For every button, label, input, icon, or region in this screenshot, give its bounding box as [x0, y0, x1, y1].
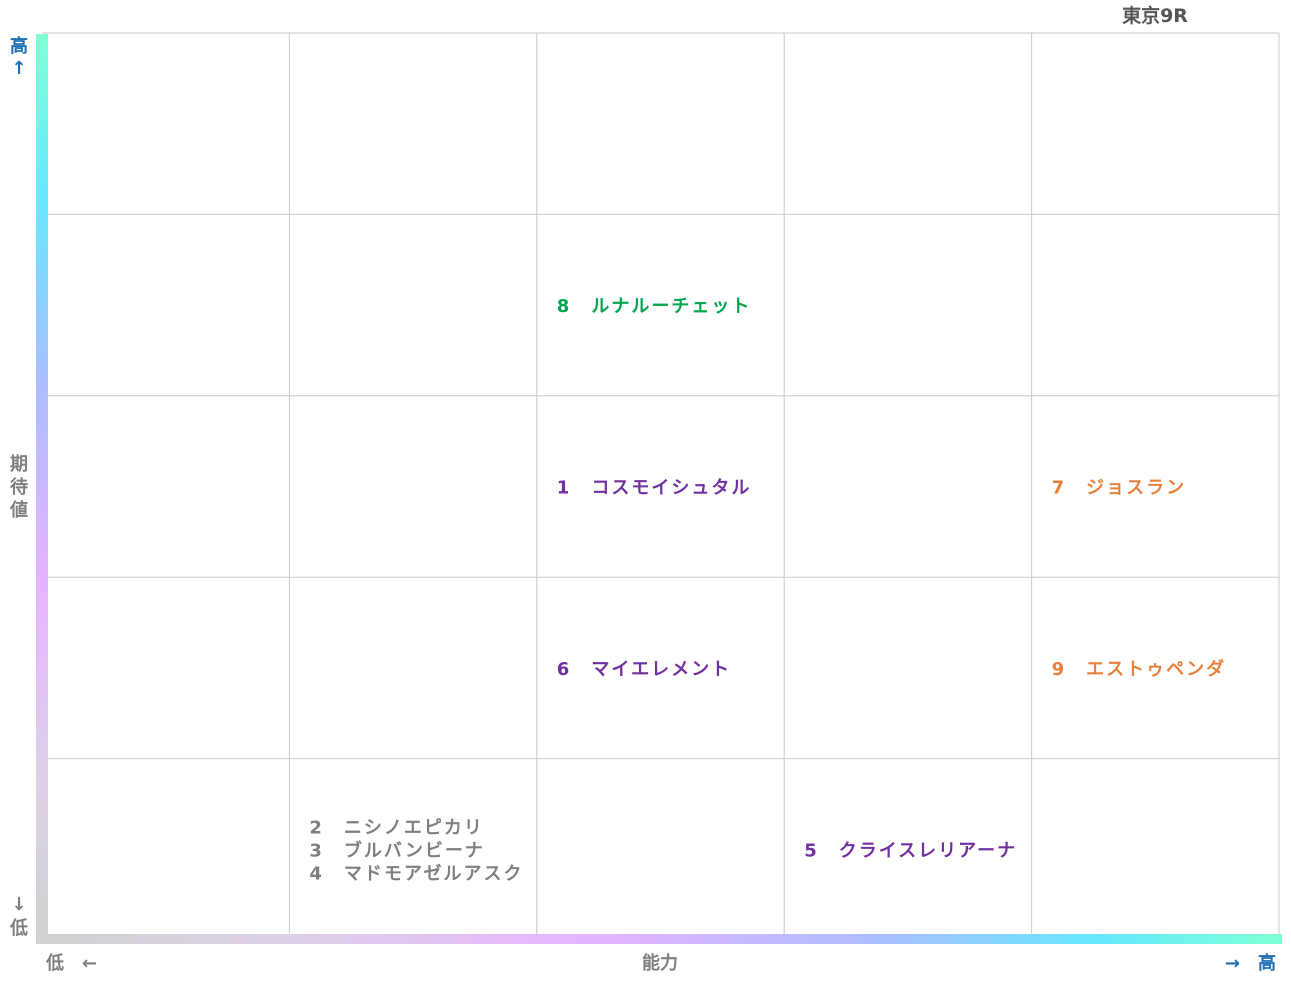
- data-point-name: マイエレメント: [591, 659, 731, 680]
- data-point-number: 6: [557, 659, 572, 680]
- data-point-number: 3: [309, 840, 324, 861]
- data-point-number: 5: [804, 840, 819, 861]
- y-axis-high-char: 高: [10, 35, 28, 57]
- data-point-label: 8 ルナルーチェット: [557, 296, 752, 317]
- data-point-name: ジョスラン: [1086, 478, 1186, 499]
- data-point-name: コスモイシュタル: [591, 478, 751, 499]
- y-axis-label-char-3: 値: [9, 499, 28, 521]
- data-point-number: 8: [557, 296, 572, 317]
- data-point-name: エストゥペンダ: [1086, 658, 1226, 680]
- data-point-label: 9 エストゥペンダ: [1052, 658, 1227, 680]
- data-point-name: ニシノエピカリ: [344, 817, 484, 838]
- data-point-name: ルナルーチェット: [591, 296, 751, 317]
- data-points: 8 ルナルーチェット 1 コスモイシュタル 7 ジョスラン 6 マイエレメント 9 エストゥペンダ…: [309, 296, 1227, 884]
- data-point-number: 9: [1052, 659, 1067, 680]
- y-axis-high-arrow: ↑: [11, 58, 26, 79]
- data-point-name: クライスレリアーナ: [839, 840, 1017, 861]
- data-point-label: 2 ニシノエピカリ: [309, 817, 484, 838]
- x-axis-label: 能力: [642, 952, 678, 974]
- x-axis-bar: [36, 934, 1282, 944]
- x-axis-high-label: → 高: [1225, 952, 1276, 974]
- y-axis-bar: [36, 34, 48, 942]
- data-point-label: 7 ジョスラン: [1052, 478, 1187, 499]
- y-axis-low-char: 低: [9, 917, 28, 939]
- chart-title: 東京9R: [1122, 4, 1188, 27]
- y-axis-low-arrow: ↓: [11, 894, 26, 915]
- data-point-number: 4: [309, 863, 324, 884]
- x-axis-low-label: 低 ←: [45, 952, 97, 974]
- data-point-number: 1: [557, 478, 572, 499]
- data-point-name: マドモアゼルアスク: [344, 862, 524, 884]
- data-point-label: 1 コスモイシュタル: [557, 478, 752, 499]
- data-point-number: 2: [309, 817, 324, 838]
- data-point-number: 7: [1052, 478, 1067, 499]
- data-point-label: 6 マイエレメント: [557, 659, 731, 680]
- data-point-name: ブルバンビーナ: [344, 839, 485, 861]
- y-axis-label-char-1: 期: [10, 454, 28, 475]
- y-axis-label-char-2: 待: [10, 476, 28, 498]
- data-point-label: 4 マドモアゼルアスク: [309, 862, 523, 884]
- grid: [42, 32, 1280, 940]
- data-point-label: 5 クライスレリアーナ: [804, 840, 1017, 861]
- data-point-label: 3 ブルバンビーナ: [309, 839, 484, 861]
